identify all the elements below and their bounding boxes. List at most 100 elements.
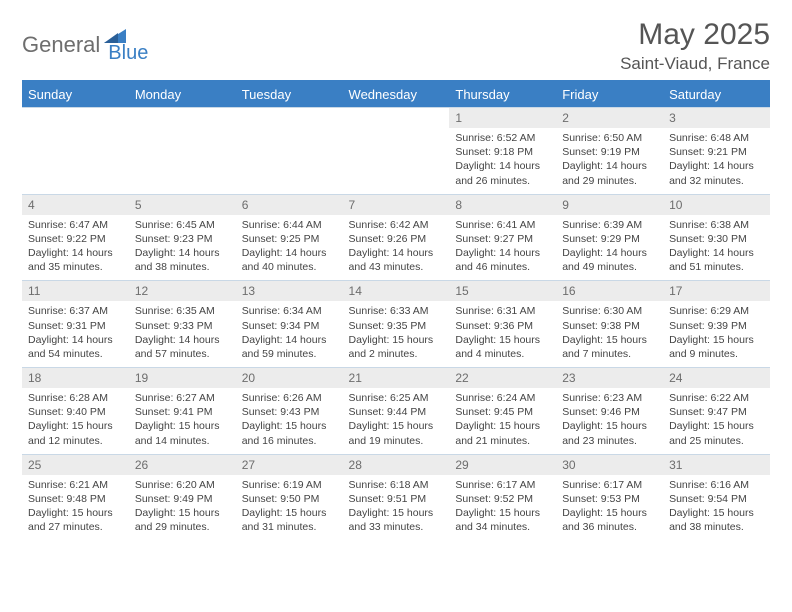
sunset-text: Sunset: 9:21 PM — [669, 145, 764, 159]
day-detail-cell: Sunrise: 6:17 AMSunset: 9:52 PMDaylight:… — [449, 475, 556, 541]
day-number-cell: 13 — [236, 281, 343, 302]
sunset-text: Sunset: 9:48 PM — [28, 492, 123, 506]
sunset-text: Sunset: 9:34 PM — [242, 319, 337, 333]
sunset-text: Sunset: 9:44 PM — [349, 405, 444, 419]
day-detail-cell — [343, 128, 450, 194]
header: General Blue May 2025 Saint-Viaud, Franc… — [22, 18, 770, 74]
calendar-body: 123Sunrise: 6:52 AMSunset: 9:18 PMDaylig… — [22, 108, 770, 541]
day-number-cell: 31 — [663, 454, 770, 475]
sunrise-text: Sunrise: 6:37 AM — [28, 304, 123, 318]
sunrise-text: Sunrise: 6:30 AM — [562, 304, 657, 318]
sunrise-text: Sunrise: 6:44 AM — [242, 218, 337, 232]
sunrise-text: Sunrise: 6:19 AM — [242, 478, 337, 492]
daylight-text: Daylight: 15 hours and 12 minutes. — [28, 419, 123, 447]
day-detail-cell — [129, 128, 236, 194]
sunrise-text: Sunrise: 6:28 AM — [28, 391, 123, 405]
week-number-row: 11121314151617 — [22, 281, 770, 302]
day-detail-cell: Sunrise: 6:26 AMSunset: 9:43 PMDaylight:… — [236, 388, 343, 454]
sunset-text: Sunset: 9:49 PM — [135, 492, 230, 506]
sunrise-text: Sunrise: 6:18 AM — [349, 478, 444, 492]
week-number-row: 18192021222324 — [22, 368, 770, 389]
daylight-text: Daylight: 14 hours and 51 minutes. — [669, 246, 764, 274]
daylight-text: Daylight: 14 hours and 57 minutes. — [135, 333, 230, 361]
day-detail-cell: Sunrise: 6:33 AMSunset: 9:35 PMDaylight:… — [343, 301, 450, 367]
daylight-text: Daylight: 15 hours and 19 minutes. — [349, 419, 444, 447]
sunset-text: Sunset: 9:53 PM — [562, 492, 657, 506]
sunset-text: Sunset: 9:46 PM — [562, 405, 657, 419]
day-detail-cell: Sunrise: 6:21 AMSunset: 9:48 PMDaylight:… — [22, 475, 129, 541]
daylight-text: Daylight: 15 hours and 25 minutes. — [669, 419, 764, 447]
day-number-cell: 20 — [236, 368, 343, 389]
day-number-cell: 4 — [22, 194, 129, 215]
sunset-text: Sunset: 9:30 PM — [669, 232, 764, 246]
sunrise-text: Sunrise: 6:47 AM — [28, 218, 123, 232]
day-number-cell: 29 — [449, 454, 556, 475]
sunset-text: Sunset: 9:33 PM — [135, 319, 230, 333]
day-detail-cell: Sunrise: 6:38 AMSunset: 9:30 PMDaylight:… — [663, 215, 770, 281]
day-number-cell: 1 — [449, 108, 556, 129]
day-detail-cell: Sunrise: 6:37 AMSunset: 9:31 PMDaylight:… — [22, 301, 129, 367]
day-detail-cell: Sunrise: 6:41 AMSunset: 9:27 PMDaylight:… — [449, 215, 556, 281]
sunset-text: Sunset: 9:29 PM — [562, 232, 657, 246]
daylight-text: Daylight: 14 hours and 29 minutes. — [562, 159, 657, 187]
daylight-text: Daylight: 15 hours and 21 minutes. — [455, 419, 550, 447]
day-number-cell: 8 — [449, 194, 556, 215]
sunrise-text: Sunrise: 6:42 AM — [349, 218, 444, 232]
sunset-text: Sunset: 9:41 PM — [135, 405, 230, 419]
day-detail-cell: Sunrise: 6:27 AMSunset: 9:41 PMDaylight:… — [129, 388, 236, 454]
day-detail-cell: Sunrise: 6:50 AMSunset: 9:19 PMDaylight:… — [556, 128, 663, 194]
daylight-text: Daylight: 14 hours and 38 minutes. — [135, 246, 230, 274]
daylight-text: Daylight: 15 hours and 31 minutes. — [242, 506, 337, 534]
day-detail-cell — [236, 128, 343, 194]
sunset-text: Sunset: 9:51 PM — [349, 492, 444, 506]
day-number-cell: 19 — [129, 368, 236, 389]
sunset-text: Sunset: 9:18 PM — [455, 145, 550, 159]
day-detail-cell: Sunrise: 6:48 AMSunset: 9:21 PMDaylight:… — [663, 128, 770, 194]
sunrise-text: Sunrise: 6:21 AM — [28, 478, 123, 492]
week-detail-row: Sunrise: 6:47 AMSunset: 9:22 PMDaylight:… — [22, 215, 770, 281]
day-detail-cell: Sunrise: 6:39 AMSunset: 9:29 PMDaylight:… — [556, 215, 663, 281]
col-sunday: Sunday — [22, 81, 129, 108]
sunset-text: Sunset: 9:25 PM — [242, 232, 337, 246]
location: Saint-Viaud, France — [620, 54, 770, 74]
sunset-text: Sunset: 9:23 PM — [135, 232, 230, 246]
day-detail-cell: Sunrise: 6:52 AMSunset: 9:18 PMDaylight:… — [449, 128, 556, 194]
day-number-cell: 27 — [236, 454, 343, 475]
logo-text-general: General — [22, 32, 100, 58]
sunrise-text: Sunrise: 6:35 AM — [135, 304, 230, 318]
day-detail-cell: Sunrise: 6:24 AMSunset: 9:45 PMDaylight:… — [449, 388, 556, 454]
day-detail-cell: Sunrise: 6:28 AMSunset: 9:40 PMDaylight:… — [22, 388, 129, 454]
daylight-text: Daylight: 15 hours and 38 minutes. — [669, 506, 764, 534]
week-number-row: 25262728293031 — [22, 454, 770, 475]
week-number-row: 45678910 — [22, 194, 770, 215]
day-detail-cell: Sunrise: 6:45 AMSunset: 9:23 PMDaylight:… — [129, 215, 236, 281]
day-number-cell: 23 — [556, 368, 663, 389]
daylight-text: Daylight: 15 hours and 23 minutes. — [562, 419, 657, 447]
daylight-text: Daylight: 14 hours and 35 minutes. — [28, 246, 123, 274]
sunset-text: Sunset: 9:31 PM — [28, 319, 123, 333]
sunrise-text: Sunrise: 6:26 AM — [242, 391, 337, 405]
sunrise-text: Sunrise: 6:29 AM — [669, 304, 764, 318]
day-number-cell: 5 — [129, 194, 236, 215]
day-number-cell: 18 — [22, 368, 129, 389]
day-number-cell: 24 — [663, 368, 770, 389]
sunrise-text: Sunrise: 6:17 AM — [562, 478, 657, 492]
daylight-text: Daylight: 14 hours and 49 minutes. — [562, 246, 657, 274]
daylight-text: Daylight: 15 hours and 9 minutes. — [669, 333, 764, 361]
sunrise-text: Sunrise: 6:23 AM — [562, 391, 657, 405]
col-wednesday: Wednesday — [343, 81, 450, 108]
daylight-text: Daylight: 15 hours and 16 minutes. — [242, 419, 337, 447]
week-number-row: 123 — [22, 108, 770, 129]
day-number-cell: 30 — [556, 454, 663, 475]
sunrise-text: Sunrise: 6:16 AM — [669, 478, 764, 492]
day-number-cell — [343, 108, 450, 129]
logo-text-blue: Blue — [108, 42, 148, 65]
col-monday: Monday — [129, 81, 236, 108]
sunrise-text: Sunrise: 6:25 AM — [349, 391, 444, 405]
daylight-text: Daylight: 15 hours and 33 minutes. — [349, 506, 444, 534]
day-detail-cell: Sunrise: 6:17 AMSunset: 9:53 PMDaylight:… — [556, 475, 663, 541]
day-detail-cell: Sunrise: 6:31 AMSunset: 9:36 PMDaylight:… — [449, 301, 556, 367]
logo: General Blue — [22, 18, 148, 65]
day-number-cell: 11 — [22, 281, 129, 302]
day-number-cell — [129, 108, 236, 129]
